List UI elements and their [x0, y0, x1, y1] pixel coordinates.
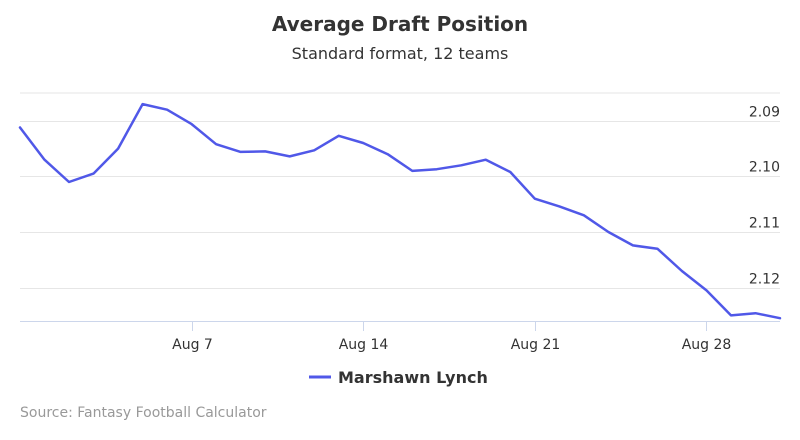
y-axis-labels: 2.09 2.10 2.11 2.12: [749, 105, 780, 288]
grid-lines: [20, 92, 780, 289]
legend-label[interactable]: Marshawn Lynch: [338, 368, 488, 387]
y-tick-label: 2.10: [749, 160, 780, 176]
series-line-marshawn-lynch[interactable]: [18, 102, 782, 320]
y-tick-label: 2.11: [749, 216, 780, 232]
y-tick-label: 2.09: [749, 105, 780, 121]
chart-subtitle: Standard format, 12 teams: [292, 44, 509, 63]
x-tick-label: Aug 7: [172, 337, 213, 353]
y-tick-label: 2.12: [749, 272, 780, 288]
chart-credits: Source: Fantasy Football Calculator: [20, 405, 267, 421]
chart-title: Average Draft Position: [272, 12, 528, 36]
x-tick-label: Aug 21: [511, 337, 561, 353]
legend[interactable]: Marshawn Lynch: [309, 368, 488, 387]
x-axis-ticks: Aug 7 Aug 14 Aug 21 Aug 28: [172, 321, 731, 353]
x-tick-label: Aug 14: [339, 337, 389, 353]
x-tick-label: Aug 28: [682, 337, 732, 353]
